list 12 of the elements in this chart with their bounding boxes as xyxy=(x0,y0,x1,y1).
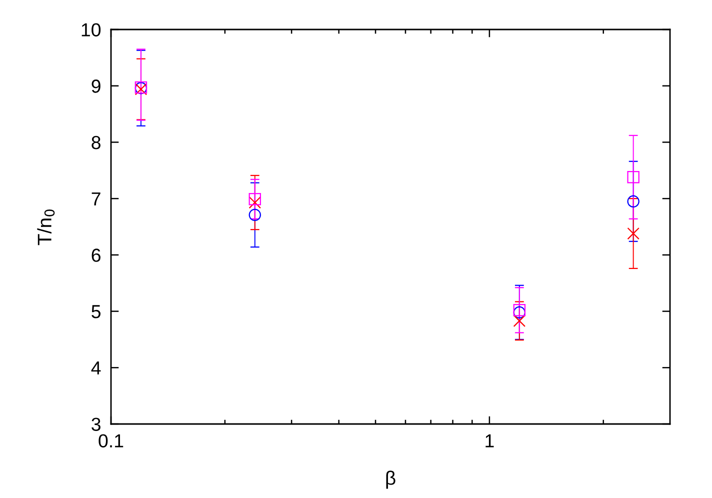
y-axis-title: T/n$_{0}$ xyxy=(37,209,55,246)
y-tick-label: 9 xyxy=(92,80,100,93)
y-tick-label: 4 xyxy=(91,362,101,374)
y-tick-label: 8 xyxy=(92,136,100,150)
y-tick-label: 10 xyxy=(82,23,101,36)
x-axis-title: β xyxy=(386,470,396,489)
x-tick-label: 1 xyxy=(486,434,494,448)
y-tick-label: 3 xyxy=(92,418,100,431)
y-tick-label: 5 xyxy=(92,305,100,318)
y-tick-label: 6 xyxy=(92,248,100,262)
x-tick-label: 0.1 xyxy=(98,434,124,448)
y-tick-label: 7 xyxy=(92,192,100,206)
